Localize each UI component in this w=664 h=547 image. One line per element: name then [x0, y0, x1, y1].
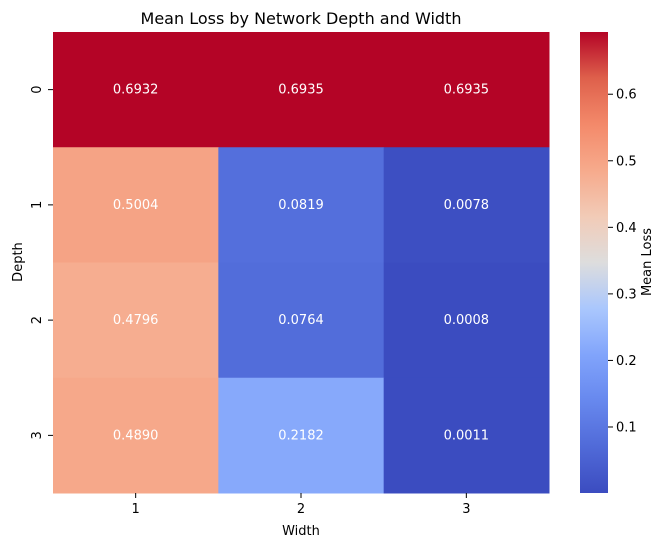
y-tick-label: 2 — [30, 316, 45, 324]
cell-value-label: 0.6932 — [113, 83, 159, 98]
colorbar — [580, 32, 608, 493]
heatmap-cell — [53, 262, 219, 379]
heatmap-annotations: 0.6932 0.6935 0.6935 0.5004 0.0819 0.0078 0.47… — [113, 83, 489, 444]
colorbar-tick-label: 0.5 — [616, 154, 637, 169]
cell-value-label: 0.6935 — [444, 83, 490, 98]
heatmap-cell — [383, 32, 550, 148]
colorbar-tick-label: 0.3 — [616, 287, 637, 302]
cell-value-label: 0.4890 — [113, 428, 159, 443]
y-tick-label: 0 — [30, 85, 45, 93]
colorbar-label: Mean Loss — [640, 228, 655, 296]
colorbar-tick-label: 0.1 — [616, 420, 637, 435]
x-tick-label: 2 — [297, 502, 305, 517]
colorbar-tick-label: 0.4 — [616, 221, 637, 236]
heatmap-cell — [218, 32, 385, 148]
colorbar-tick-label: 0.6 — [616, 88, 637, 103]
y-axis-label: Depth — [11, 242, 26, 282]
cell-value-label: 0.4796 — [113, 313, 159, 328]
cell-value-label: 0.0008 — [444, 313, 490, 328]
cell-value-label: 0.5004 — [113, 198, 159, 213]
x-tick-label: 3 — [462, 502, 470, 517]
cell-value-label: 0.6935 — [278, 83, 324, 98]
colorbar-tick-label: 0.2 — [616, 354, 637, 369]
y-tick-label: 3 — [30, 431, 45, 439]
x-tick-label: 1 — [132, 502, 140, 517]
heatmap-cell — [383, 377, 550, 494]
heatmap-cell — [218, 262, 385, 379]
heatmap-cell — [53, 32, 219, 148]
cell-value-label: 0.2182 — [278, 428, 324, 443]
heatmap-cell — [383, 262, 550, 379]
cell-value-label: 0.0819 — [278, 198, 324, 213]
y-axis: 0 1 2 3 — [30, 85, 53, 440]
cell-value-label: 0.0078 — [444, 198, 490, 213]
colorbar-ticks: 0.1 0.2 0.3 0.4 0.5 0.6 — [608, 88, 637, 435]
cell-value-label: 0.0764 — [278, 313, 324, 328]
heatmap-cell — [53, 147, 219, 263]
chart-title: Mean Loss by Network Depth and Width — [141, 9, 462, 28]
x-axis: 1 2 3 — [132, 493, 470, 517]
x-axis-label: Width — [282, 524, 320, 539]
heatmap-cell — [53, 377, 219, 494]
heatmap-cell — [218, 377, 385, 494]
cell-value-label: 0.0011 — [444, 428, 490, 443]
y-tick-label: 1 — [30, 201, 45, 209]
heatmap-cells — [53, 32, 550, 494]
heatmap-cell — [218, 147, 385, 263]
heatmap-cell — [383, 147, 550, 263]
